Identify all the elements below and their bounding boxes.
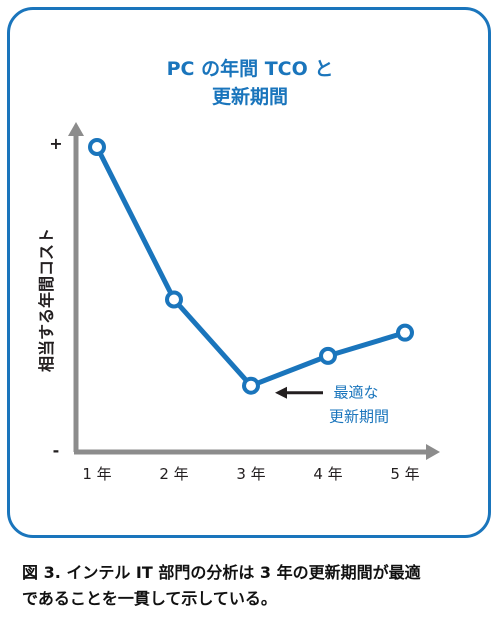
chart-title-line-1: PC の年間 TCO と [166, 58, 334, 80]
annotation-line-2: 更新期間 [329, 408, 389, 426]
x-tick-label: 2 年 [159, 465, 188, 483]
series [88, 138, 414, 395]
annotation-arrowhead [275, 386, 287, 399]
y-tick-plus: + [49, 134, 62, 153]
x-tick-label: 5 年 [390, 465, 419, 483]
annotation-line-1: 最適な [333, 384, 378, 402]
x-axis-arrowhead [426, 444, 440, 460]
chart-title: PC の年間 TCO と 更新期間 [0, 55, 500, 111]
y-axis-arrowhead [68, 122, 84, 136]
chart-axes [68, 122, 440, 460]
data-point [165, 290, 183, 309]
caption-line-1: 図 3. インテル IT 部門の分析は 3 年の更新期間が最適 [22, 563, 421, 582]
x-tick-label: 3 年 [236, 465, 265, 483]
y-tick-minus: - [53, 441, 60, 460]
series-line [94, 145, 406, 389]
data-point [396, 323, 414, 342]
chart-title-line-2: 更新期間 [211, 86, 288, 108]
y-axis-label: 相当する年間コスト [37, 228, 56, 372]
caption-line-2: であることを一貫して示している。 [22, 589, 277, 608]
data-point [242, 376, 260, 395]
annotation: 最適な 更新期間 [275, 384, 389, 426]
data-point [319, 346, 337, 365]
x-tick-label: 4 年 [313, 465, 342, 483]
figure-caption: 図 3. インテル IT 部門の分析は 3 年の更新期間が最適 であることを一貫… [22, 560, 492, 612]
data-point [88, 138, 106, 156]
x-tick-label: 1 年 [82, 465, 111, 483]
x-tick-labels: 1 年 2 年 3 年 4 年 5 年 [82, 465, 419, 483]
